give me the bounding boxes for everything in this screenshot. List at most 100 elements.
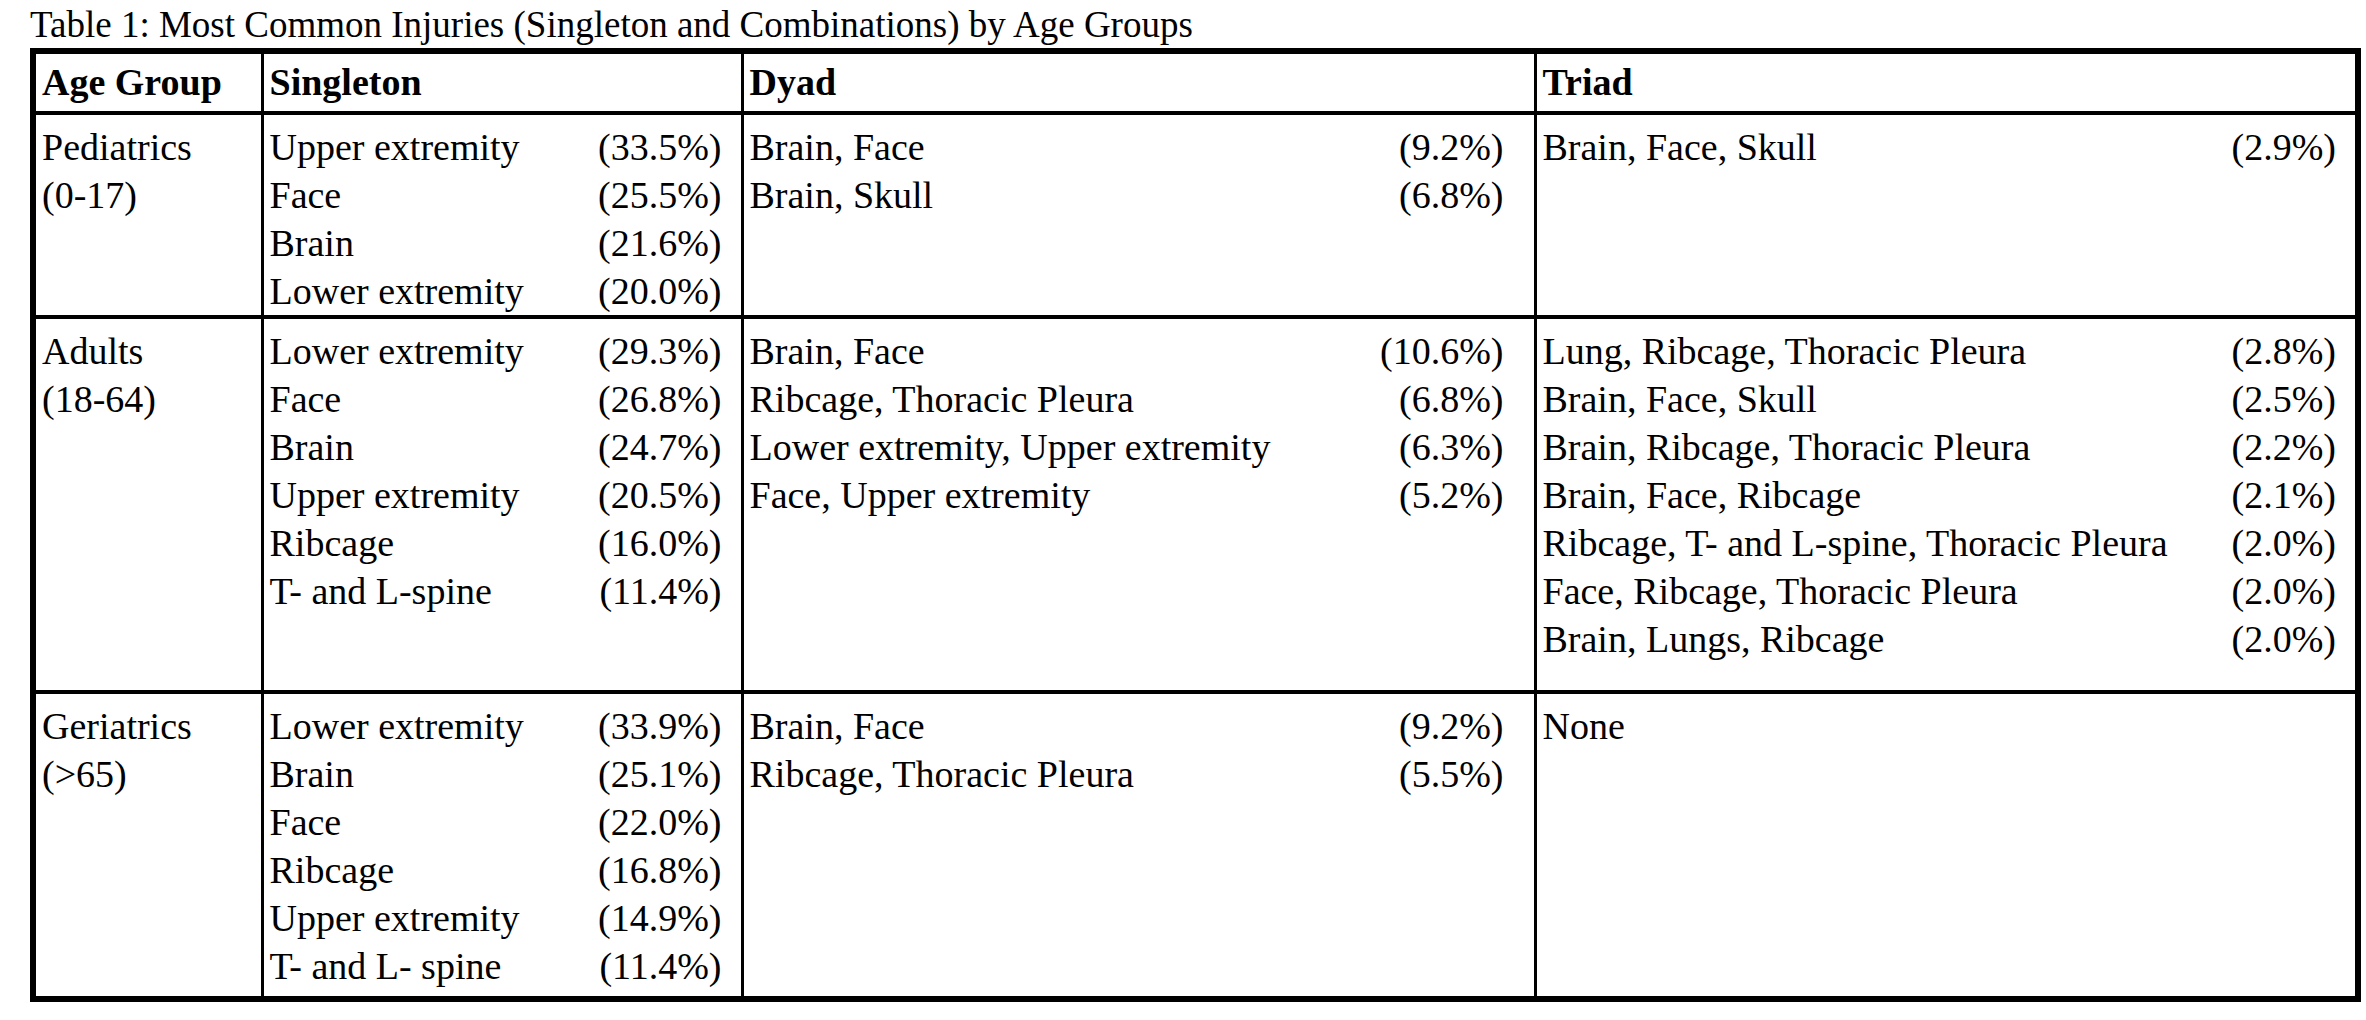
injury-name: Lower extremity	[270, 267, 524, 315]
header-age-group: Age Group	[33, 51, 262, 113]
injury-name: Face	[270, 171, 342, 219]
injury-percentage: (6.8%)	[1399, 171, 1503, 219]
injury-percentage: (2.0%)	[2232, 615, 2336, 663]
injury-percentage: (14.9%)	[598, 894, 721, 942]
injury-percentage: (33.9%)	[598, 702, 721, 750]
injury-name: Upper extremity	[270, 123, 520, 171]
injury-percentage: (11.4%)	[599, 942, 721, 990]
triad-cell: Brain, Face, Skull (2.9%)	[1535, 113, 2358, 317]
injury-percentage: (2.5%)	[2232, 375, 2336, 423]
injury-percentage: (2.9%)	[2232, 123, 2336, 171]
singleton-cell: Lower extremity(29.3%)Face(26.8%)Brain(2…	[262, 317, 742, 692]
injury-entry: Lower extremity, Upper extremity (6.3%)	[750, 423, 1504, 471]
injury-entry: Brain, Lungs, Ribcage (2.0%)	[1543, 615, 2337, 663]
injury-name: Brain, Lungs, Ribcage	[1543, 615, 1885, 663]
injury-percentage: (2.1%)	[2232, 471, 2336, 519]
age-group-cell: Geriatrics(>65)	[33, 692, 262, 999]
injury-entry: Brain, Skull(6.8%)	[750, 171, 1504, 219]
injury-name: Ribcage, Thoracic Pleura	[750, 375, 1134, 423]
injury-name: Brain, Face, Ribcage	[1543, 471, 1862, 519]
injury-name: Ribcage, Thoracic Pleura	[750, 750, 1134, 798]
injury-entry: Brain, Face, Ribcage (2.1%)	[1543, 471, 2337, 519]
age-group-range: (>65)	[42, 750, 253, 798]
injury-percentage: (25.1%)	[598, 750, 721, 798]
injury-percentage: (2.0%)	[2232, 519, 2336, 567]
injury-entry: Brain, Ribcage, Thoracic Pleura (2.2%)	[1543, 423, 2337, 471]
injury-percentage: (21.6%)	[598, 219, 721, 267]
injury-percentage: (2.2%)	[2232, 423, 2336, 471]
injury-name: Face	[270, 798, 342, 846]
age-group-cell: Adults(18-64)	[33, 317, 262, 692]
injury-name: Brain	[270, 219, 354, 267]
age-group-row-pediatrics: Pediatrics(0-17)Upper extremity(33.5%)Fa…	[33, 113, 2358, 317]
injury-entry: Lower extremity(29.3%)	[270, 327, 722, 375]
dyad-cell: Brain, Face(9.2%)Brain, Skull(6.8%)	[742, 113, 1535, 317]
injury-percentage: (11.4%)	[599, 567, 721, 615]
injury-name: Brain, Face	[750, 327, 925, 375]
injury-entry: Lower extremity (33.9%)	[270, 702, 722, 750]
injury-percentage: (20.0%)	[598, 267, 721, 315]
injury-entry: Lung, Ribcage, Thoracic Pleura(2.8%)	[1543, 327, 2337, 375]
dyad-cell: Brain, Face(9.2%)Ribcage, Thoracic Pleur…	[742, 692, 1535, 999]
injury-percentage: (16.8%)	[598, 846, 721, 894]
injury-name: Brain, Face	[750, 702, 925, 750]
injury-name: Lower extremity	[270, 702, 524, 750]
singleton-cell: Upper extremity(33.5%)Face(25.5%)Brain(2…	[262, 113, 742, 317]
injury-entry: Brain, Face, Skull (2.9%)	[1543, 123, 2337, 171]
injury-percentage: (9.2%)	[1399, 702, 1503, 750]
age-group-range: (0-17)	[42, 171, 253, 219]
injury-entry: Brain (21.6%)	[270, 219, 722, 267]
injury-name: Brain, Ribcage, Thoracic Pleura	[1543, 423, 2031, 471]
age-group-name: Pediatrics	[42, 123, 253, 171]
header-dyad: Dyad	[742, 51, 1535, 113]
injury-name: Ribcage, T- and L-spine, Thoracic Pleura	[1543, 519, 2168, 567]
injury-entry: Face (22.0%)	[270, 798, 722, 846]
injury-name: Brain, Face, Skull	[1543, 123, 1817, 171]
injury-name: T- and L- spine	[270, 942, 502, 990]
injury-name: Brain	[270, 750, 354, 798]
injury-entry: Lower extremity (20.0%)	[270, 267, 722, 315]
age-group-row-geriatrics: Geriatrics(>65)Lower extremity(33.9%)Bra…	[33, 692, 2358, 999]
header-triad: Triad	[1535, 51, 2358, 113]
injury-entry: Brain (25.1%)	[270, 750, 722, 798]
header-row: Age Group Singleton Dyad Triad	[33, 51, 2358, 113]
triad-cell: Lung, Ribcage, Thoracic Pleura(2.8%)Brai…	[1535, 317, 2358, 692]
table-caption: Table 1: Most Common Injuries (Singleton…	[30, 4, 1193, 46]
triad-cell: None	[1535, 692, 2358, 999]
injury-entry: Ribcage, Thoracic Pleura(5.5%)	[750, 750, 1504, 798]
injury-entry: None	[1543, 702, 2337, 750]
injury-entry: T- and L- spine (11.4%)	[270, 942, 722, 990]
age-group-cell: Pediatrics(0-17)	[33, 113, 262, 317]
injury-percentage: (20.5%)	[598, 471, 721, 519]
injury-entry: Brain, Face (10.6%)	[750, 327, 1504, 375]
injury-name: Lower extremity	[270, 327, 524, 375]
injury-percentage: (2.0%)	[2232, 567, 2336, 615]
injury-entry: Ribcage, T- and L-spine, Thoracic Pleura…	[1543, 519, 2337, 567]
injury-percentage: (6.3%)	[1399, 423, 1503, 471]
injury-name: Brain	[270, 423, 354, 471]
injury-entry: Brain, Face, Skull (2.5%)	[1543, 375, 2337, 423]
injury-percentage: (10.6%)	[1380, 327, 1503, 375]
injury-entry: Brain(24.7%)	[270, 423, 722, 471]
injury-entry: Brain, Face (9.2%)	[750, 702, 1504, 750]
injury-entry: Face(26.8%)	[270, 375, 722, 423]
singleton-cell: Lower extremity (33.9%) Brain (25.1%) Face (2…	[262, 692, 742, 999]
injury-entry: Ribcage(16.0%)	[270, 519, 722, 567]
age-group-range: (18-64)	[42, 375, 253, 423]
injury-entry: T- and L-spine (11.4%)	[270, 567, 722, 615]
injury-name: Face, Ribcage, Thoracic Pleura	[1543, 567, 2018, 615]
page: Table 1: Most Common Injuries (Singleton…	[0, 0, 2366, 1020]
injury-entry: Upper extremity (14.9%)	[270, 894, 722, 942]
injury-name: Upper extremity	[270, 894, 520, 942]
injury-name: Face	[270, 375, 342, 423]
injury-percentage: (22.0%)	[598, 798, 721, 846]
injury-name: Lower extremity, Upper extremity	[750, 423, 1271, 471]
injury-entry: Face, Upper extremity(5.2%)	[750, 471, 1504, 519]
injury-name: Upper extremity	[270, 471, 520, 519]
injury-percentage: (25.5%)	[598, 171, 721, 219]
injury-entry: Ribcage, Thoracic Pleura(6.8%)	[750, 375, 1504, 423]
injury-name: T- and L-spine	[270, 567, 492, 615]
age-group-name: Adults	[42, 327, 253, 375]
header-singleton: Singleton	[262, 51, 742, 113]
injury-name: Brain, Face, Skull	[1543, 375, 1817, 423]
